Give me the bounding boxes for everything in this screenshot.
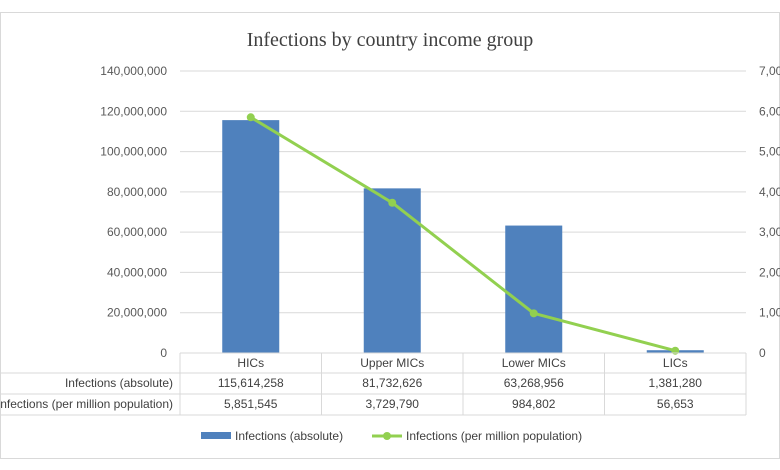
- y-axis-right: 7,000 6,000 5,000 4,000 3,000 2,000 1,000 0: [759, 64, 780, 360]
- line-point: [246, 113, 255, 122]
- series-line: [249, 115, 676, 353]
- data-label: 3,729,790: [366, 397, 420, 411]
- y2-tick-label: 3,000: [759, 225, 780, 239]
- data-label: 63,268,956: [504, 376, 564, 390]
- data-label: 56,653: [657, 397, 694, 411]
- legend-marker: [383, 432, 391, 440]
- y-tick-label: 0: [160, 346, 167, 360]
- y-tick-label: 100,000,000: [100, 145, 167, 159]
- y-tick-label: 60,000,000: [107, 225, 167, 239]
- data-table: HICs Upper MICs Lower MICs LICs Infections (…: [0, 352, 747, 416]
- bar: [222, 120, 280, 354]
- legend: Infections (absolute) Infections (per mil…: [201, 429, 582, 443]
- table-row-header: Infections (per million population): [0, 397, 173, 411]
- y2-tick-label: 6,000: [759, 104, 780, 118]
- y2-tick-label: 4,000: [759, 185, 780, 199]
- y2-tick-label: 7,000: [759, 64, 780, 78]
- y-tick-label: 20,000,000: [107, 306, 167, 320]
- y2-tick-label: 2,000: [759, 265, 780, 279]
- y2-tick-label: 1,000: [759, 306, 780, 320]
- bar: [363, 188, 421, 353]
- x-tick-label: Upper MICs: [360, 356, 424, 370]
- x-tick-label: LICs: [663, 356, 688, 370]
- bar: [505, 225, 563, 353]
- x-tick-label: HICs: [237, 356, 264, 370]
- data-label: 984,802: [512, 397, 556, 411]
- y-tick-label: 140,000,000: [100, 64, 167, 78]
- chart-title: Infections by country income group: [247, 29, 534, 51]
- x-tick-label: Lower MICs: [502, 356, 566, 370]
- y-axis-left: 140,000,000 120,000,000 100,000,000 80,000,…: [100, 64, 167, 360]
- y-tick-label: 40,000,000: [107, 265, 167, 279]
- legend-label: Infections (absolute): [235, 429, 343, 443]
- line-point: [529, 309, 538, 318]
- line-series: [246, 113, 680, 355]
- table-row-header: Infections (absolute): [65, 376, 173, 390]
- y-tick-label: 80,000,000: [107, 185, 167, 199]
- line-point: [671, 346, 680, 355]
- data-label: 5,851,545: [224, 397, 278, 411]
- data-label: 1,381,280: [649, 376, 703, 390]
- y2-tick-label: 5,000: [759, 145, 780, 159]
- data-label: 81,732,626: [362, 376, 422, 390]
- y-tick-label: 120,000,000: [100, 104, 167, 118]
- legend-swatch-bar: [201, 432, 231, 439]
- legend-label: Infections (per million population): [406, 429, 582, 443]
- data-label: 115,614,258: [218, 376, 284, 390]
- line-point: [388, 198, 397, 207]
- y2-tick-label: 0: [759, 346, 766, 360]
